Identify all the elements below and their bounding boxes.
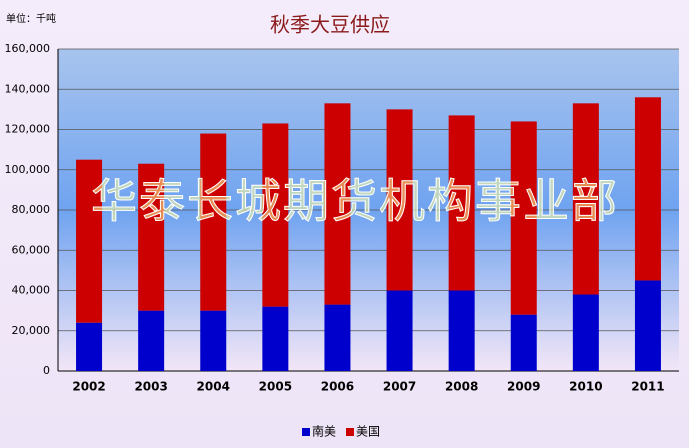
x-tick-label: 2006 [321, 380, 354, 394]
y-tick-label: 140,000 [5, 82, 51, 95]
bar-segment [386, 290, 413, 371]
bar-segment [200, 310, 227, 371]
x-tick-label: 2009 [507, 380, 540, 394]
x-tick-label: 2008 [445, 380, 478, 394]
legend-label: 美国 [356, 425, 380, 439]
chart-title: 秋季大豆供应 [270, 13, 390, 37]
y-tick-label: 120,000 [5, 123, 51, 136]
bar-segment [138, 163, 165, 311]
bar-segment [76, 322, 103, 371]
y-tick-label: 80,000 [12, 203, 51, 216]
bar-segment [386, 109, 413, 291]
x-tick-label: 2005 [259, 380, 292, 394]
bar-segment [572, 294, 599, 371]
bar-segment [262, 306, 289, 371]
bar-segment [262, 123, 289, 307]
x-tick-label: 2003 [134, 380, 167, 394]
y-tick-label: 40,000 [12, 284, 51, 297]
bar-segment [138, 310, 165, 371]
x-tick-label: 2004 [197, 380, 230, 394]
legend-label: 南美 [312, 424, 336, 439]
y-tick-label: 0 [43, 364, 50, 377]
x-tick-label: 2007 [383, 380, 416, 394]
y-tick-label: 100,000 [5, 163, 51, 176]
bar-segment [510, 121, 537, 315]
bar-segment [448, 290, 475, 371]
y-tick-label: 160,000 [5, 42, 51, 55]
legend-swatch [346, 428, 354, 436]
bar-segment [324, 103, 351, 305]
bar-segment [510, 314, 537, 371]
bar-segment [448, 115, 475, 291]
watermark: 华泰长城期货机构事业部 [91, 174, 619, 228]
bar-segment [324, 304, 351, 371]
x-tick-label: 2010 [569, 380, 602, 394]
bar-segment [76, 159, 103, 323]
bar-segment [200, 133, 227, 311]
y-tick-label: 60,000 [12, 243, 51, 256]
bar-segment [634, 280, 661, 371]
legend-swatch [302, 428, 310, 436]
x-tick-label: 2002 [72, 380, 105, 394]
bar-segment [634, 97, 661, 281]
unit-label: 单位：千吨 [6, 12, 56, 25]
x-tick-label: 2011 [631, 380, 664, 394]
y-tick-label: 20,000 [12, 324, 51, 337]
bar-segment [572, 103, 599, 295]
